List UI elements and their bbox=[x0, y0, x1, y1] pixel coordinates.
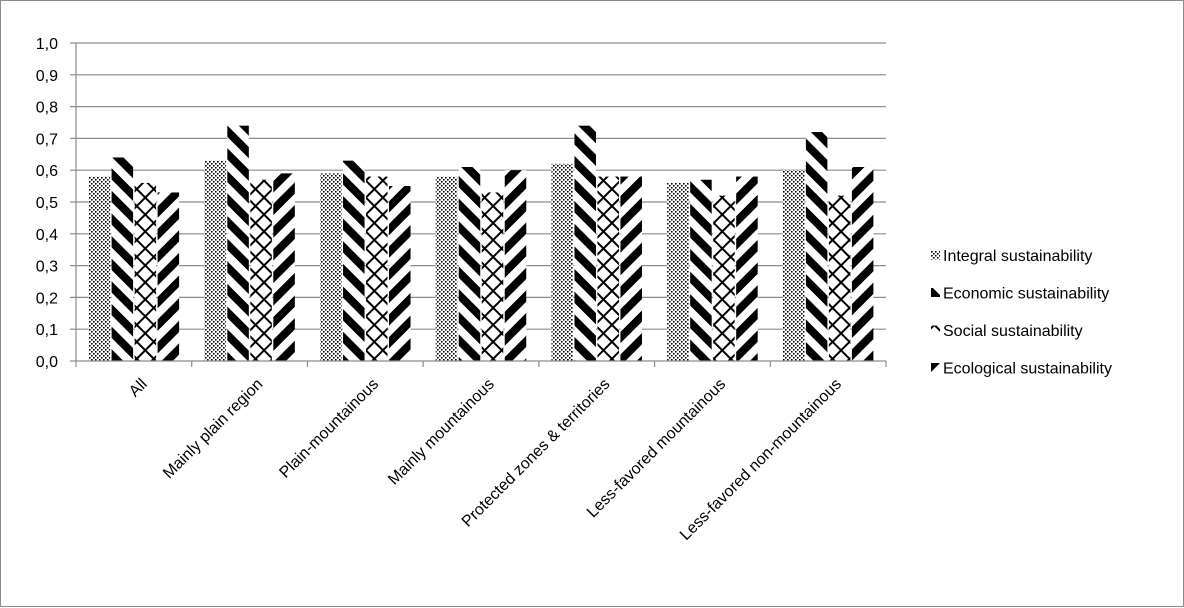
legend-swatch bbox=[931, 288, 940, 297]
y-tick-labels: 0,0 0,1 0,2 0,3 0,4 0,5 0,6 0,7 0,8 0,9 1,0 bbox=[36, 36, 76, 371]
y-tick-label: 0,0 bbox=[36, 354, 58, 371]
x-category-label: Less-favored mountainous bbox=[584, 376, 729, 521]
legend-label: Social sustainability bbox=[943, 323, 1083, 340]
bar bbox=[366, 176, 388, 361]
bar bbox=[204, 160, 226, 361]
y-tick-label: 0,7 bbox=[36, 131, 58, 148]
bar bbox=[343, 160, 365, 361]
bar bbox=[481, 192, 504, 361]
y-tick-label: 0,1 bbox=[36, 322, 58, 339]
y-tick-label: 1,0 bbox=[36, 36, 58, 53]
x-category-label: Plain-mountainous bbox=[276, 376, 382, 482]
bar bbox=[157, 192, 180, 361]
bar bbox=[227, 125, 249, 362]
category-labels: All Mainly plain region Plain-mountainous M… bbox=[126, 376, 845, 544]
legend-swatch bbox=[931, 250, 940, 260]
bar bbox=[458, 167, 481, 361]
legend-label: Ecological sustainability bbox=[943, 361, 1112, 378]
legend-swatch bbox=[931, 363, 940, 372]
bar bbox=[551, 163, 573, 361]
bar bbox=[713, 195, 735, 361]
gridlines bbox=[76, 42, 886, 330]
legend-label: Integral sustainability bbox=[943, 248, 1092, 265]
y-tick-label: 0,2 bbox=[36, 290, 58, 307]
axes bbox=[75, 43, 887, 367]
bar bbox=[782, 170, 805, 361]
bar bbox=[736, 176, 758, 361]
bar bbox=[134, 182, 157, 361]
legend: Integral sustainability Economic sustaina… bbox=[931, 248, 1112, 378]
bar bbox=[620, 176, 642, 361]
bar bbox=[574, 125, 596, 362]
bar bbox=[111, 157, 134, 361]
legend-label: Economic sustainability bbox=[943, 286, 1109, 303]
bar bbox=[851, 167, 874, 361]
x-category-label: All bbox=[126, 376, 151, 401]
y-tick-label: 0,4 bbox=[36, 227, 58, 244]
bar bbox=[805, 132, 828, 361]
bar bbox=[667, 182, 689, 361]
x-category-label: Mainly mountainous bbox=[385, 376, 498, 489]
bar bbox=[435, 176, 458, 361]
y-tick-label: 0,6 bbox=[36, 163, 58, 180]
y-tick-label: 0,5 bbox=[36, 195, 58, 212]
bar bbox=[828, 195, 851, 361]
y-tick-label: 0,3 bbox=[36, 259, 58, 276]
bar bbox=[389, 186, 411, 361]
bar bbox=[273, 173, 295, 361]
bar bbox=[504, 170, 527, 361]
y-tick-label: 0,8 bbox=[36, 100, 58, 117]
y-tick-label: 0,9 bbox=[36, 68, 58, 85]
legend-swatch bbox=[931, 325, 940, 335]
bar bbox=[320, 173, 342, 361]
bar bbox=[250, 179, 272, 361]
x-category-label: Mainly plain region bbox=[160, 376, 266, 482]
bar bbox=[690, 179, 712, 361]
bar bbox=[597, 176, 619, 361]
bars bbox=[88, 125, 874, 362]
bar bbox=[88, 176, 111, 361]
